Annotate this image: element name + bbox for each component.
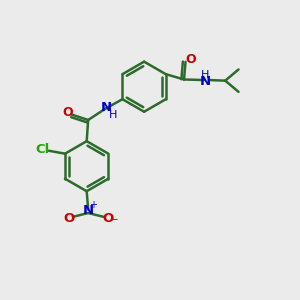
Text: O: O bbox=[63, 212, 74, 225]
Text: H: H bbox=[201, 70, 209, 80]
Text: +: + bbox=[89, 200, 98, 210]
Text: −: − bbox=[110, 215, 118, 225]
Text: N: N bbox=[200, 75, 211, 88]
Text: O: O bbox=[102, 212, 113, 225]
Text: H: H bbox=[109, 110, 118, 120]
Text: O: O bbox=[62, 106, 73, 119]
Text: N: N bbox=[82, 204, 94, 217]
Text: O: O bbox=[185, 53, 196, 66]
Text: Cl: Cl bbox=[36, 143, 50, 156]
Text: N: N bbox=[101, 101, 112, 114]
